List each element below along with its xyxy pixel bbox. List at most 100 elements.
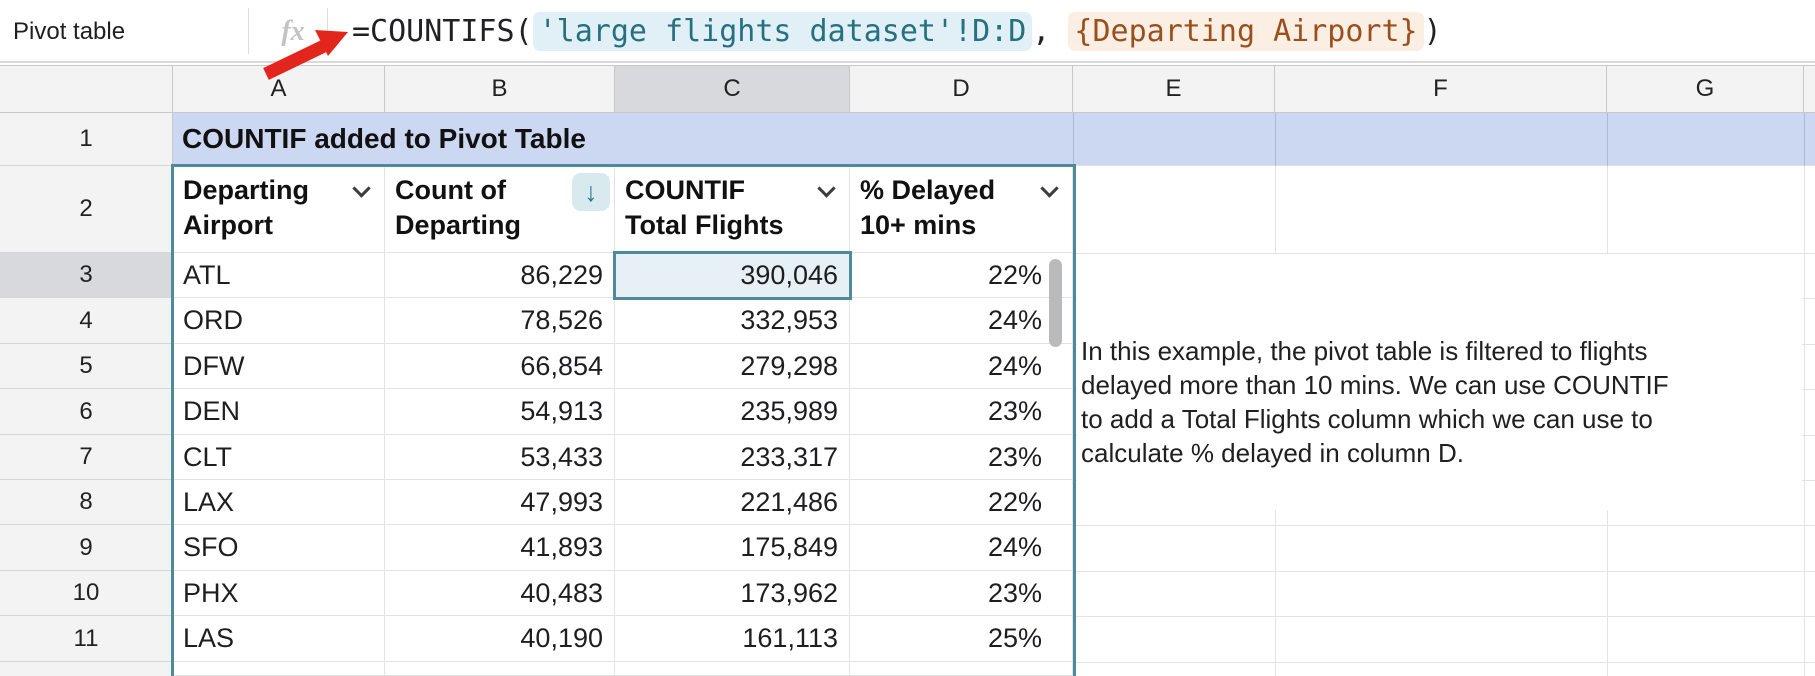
cell-d4[interactable]: 24% <box>850 298 1073 344</box>
cell-a10[interactable]: PHX <box>173 571 385 616</box>
header-line: Departing <box>395 210 522 240</box>
header-line: Total Flights <box>625 210 784 240</box>
column-header-f[interactable]: F <box>1275 66 1607 112</box>
cell-c11[interactable]: 161,113 <box>615 616 850 662</box>
cell-d12-sliver[interactable] <box>850 662 1073 676</box>
cell-c3-selected[interactable]: 390,046 <box>615 253 850 298</box>
header-line: 10+ mins <box>860 210 977 240</box>
row-headers: 1 2 3 4 5 6 7 8 9 10 11 <box>0 113 173 676</box>
row-header-11[interactable]: 11 <box>0 616 173 662</box>
column-header-d[interactable]: D <box>850 66 1073 112</box>
row-header-8[interactable]: 8 <box>0 480 173 525</box>
pivot-header-count-of-departing[interactable]: Count of Departing ↓ <box>385 166 615 253</box>
cell-d8[interactable]: 22% <box>850 480 1073 525</box>
red-arrow-annotation-icon <box>263 30 348 80</box>
row-header-9[interactable]: 9 <box>0 525 173 571</box>
title-row-cell[interactable]: COUNTIF added to Pivot Table <box>173 113 1815 166</box>
note-line: delayed more than 10 mins. We can use CO… <box>1081 370 1669 400</box>
note-line: calculate % delayed in column D. <box>1081 438 1464 468</box>
cell-b8[interactable]: 47,993 <box>385 480 615 525</box>
row-header-6[interactable]: 6 <box>0 389 173 435</box>
cell-c4[interactable]: 332,953 <box>615 298 850 344</box>
gridline <box>1073 253 1815 254</box>
note-line: In this example, the pivot table is filt… <box>1081 336 1648 366</box>
name-box[interactable]: Pivot table <box>13 17 126 45</box>
row-header-1[interactable]: 1 <box>0 113 173 166</box>
row-header-4[interactable]: 4 <box>0 298 173 344</box>
column-header-g[interactable]: G <box>1607 66 1804 112</box>
row-header-7[interactable]: 7 <box>0 435 173 480</box>
cell-b5[interactable]: 66,854 <box>385 344 615 389</box>
cell-d6[interactable]: 23% <box>850 389 1073 435</box>
formula-comma: , <box>1032 14 1069 49</box>
cell-b9[interactable]: 41,893 <box>385 525 615 571</box>
cell-a4[interactable]: ORD <box>173 298 385 344</box>
formula-bar-divider <box>248 8 249 54</box>
gridline <box>1275 113 1276 166</box>
row-header-3[interactable]: 3 <box>0 253 173 298</box>
note-overflow-background <box>1077 254 1802 510</box>
cell-b3[interactable]: 86,229 <box>385 253 615 298</box>
gridline <box>1804 113 1805 166</box>
gridline <box>1804 166 1805 676</box>
column-header-e[interactable]: E <box>1073 66 1275 112</box>
row-header-10[interactable]: 10 <box>0 571 173 616</box>
cell-c12-sliver[interactable] <box>615 662 850 676</box>
formula-array-token: {Departing Airport} <box>1068 12 1424 51</box>
sort-descending-button[interactable]: ↓ <box>572 173 610 211</box>
cell-c6[interactable]: 235,989 <box>615 389 850 435</box>
cell-b10[interactable]: 40,483 <box>385 571 615 616</box>
cell-a8[interactable]: LAX <box>173 480 385 525</box>
pivot-header-countif-total-flights[interactable]: COUNTIF Total Flights <box>615 166 850 253</box>
row-header-5[interactable]: 5 <box>0 344 173 389</box>
header-line: Departing <box>183 175 310 205</box>
cell-d11[interactable]: 25% <box>850 616 1073 662</box>
cell-c8[interactable]: 221,486 <box>615 480 850 525</box>
cell-b4[interactable]: 78,526 <box>385 298 615 344</box>
gridline <box>1073 113 1074 166</box>
formula-prefix: =COUNTIFS( <box>352 14 533 49</box>
cell-b6[interactable]: 54,913 <box>385 389 615 435</box>
column-header-c[interactable]: C <box>615 66 850 112</box>
cell-d5[interactable]: 24% <box>850 344 1073 389</box>
cell-a5[interactable]: DFW <box>173 344 385 389</box>
header-line: Count of <box>395 175 506 205</box>
gridline <box>1073 662 1815 663</box>
cell-d7[interactable]: 23% <box>850 435 1073 480</box>
cell-c5[interactable]: 279,298 <box>615 344 850 389</box>
pivot-header-pct-delayed[interactable]: % Delayed 10+ mins <box>850 166 1073 253</box>
cell-a3[interactable]: ATL <box>173 253 385 298</box>
vertical-scrollbar-thumb[interactable] <box>1049 259 1062 347</box>
gridline <box>1607 113 1608 166</box>
cell-d9[interactable]: 24% <box>850 525 1073 571</box>
cell-c9[interactable]: 175,849 <box>615 525 850 571</box>
cell-d10[interactable]: 23% <box>850 571 1073 616</box>
cell-d3[interactable]: 22% <box>850 253 1073 298</box>
cell-c10[interactable]: 173,962 <box>615 571 850 616</box>
note-line: to add a Total Flights column which we c… <box>1081 404 1653 434</box>
column-header-b[interactable]: B <box>385 66 615 112</box>
sort-descending-arrow-icon: ↓ <box>584 176 598 207</box>
cell-a6[interactable]: DEN <box>173 389 385 435</box>
column-header-h-sliver[interactable] <box>1804 66 1815 112</box>
pivot-header-departing-airport[interactable]: Departing Airport <box>173 166 385 253</box>
cell-b12-sliver[interactable] <box>385 662 615 676</box>
row-header-2[interactable]: 2 <box>0 166 173 253</box>
select-all-corner[interactable] <box>0 66 173 112</box>
row-header-12-sliver[interactable] <box>0 662 173 676</box>
header-line: COUNTIF <box>625 175 745 205</box>
note-text-cell[interactable]: In this example, the pivot table is filt… <box>1081 334 1801 470</box>
cell-b7[interactable]: 53,433 <box>385 435 615 480</box>
cell-a7[interactable]: CLT <box>173 435 385 480</box>
cell-a12-sliver[interactable] <box>173 662 385 676</box>
cell-b11[interactable]: 40,190 <box>385 616 615 662</box>
column-headers: A B C D E F G <box>0 65 1815 113</box>
gridline <box>1073 616 1815 617</box>
formula-input[interactable]: =COUNTIFS('large flights dataset'!D:D, {… <box>352 0 1442 63</box>
cell-a11[interactable]: LAS <box>173 616 385 662</box>
gridline <box>1073 571 1815 572</box>
sheet-title: COUNTIF added to Pivot Table <box>182 123 586 154</box>
cell-a9[interactable]: SFO <box>173 525 385 571</box>
cell-c7[interactable]: 233,317 <box>615 435 850 480</box>
